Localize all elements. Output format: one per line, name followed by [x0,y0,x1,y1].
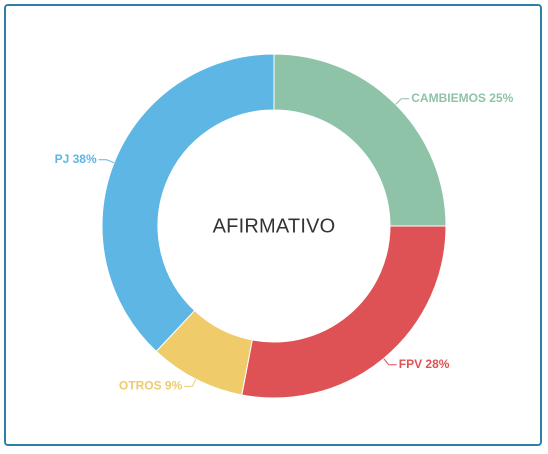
slices-layer [101,53,447,399]
slice-label-otros: OTROS 9% [119,379,183,393]
leader-line-fpv [383,358,397,366]
slice-pj[interactable] [101,53,275,353]
leader-line-cambiemos [395,98,410,105]
center-label: AFIRMATIVO [213,215,336,237]
labels-layer: CAMBIEMOS 25% FPV 28% OTROS 9% PJ 38% [55,91,514,393]
slice-label-fpv: FPV 28% [399,357,450,371]
slice-cambiemos[interactable] [273,53,447,227]
slice-fpv[interactable] [241,225,447,399]
leader-line-otros [184,379,197,387]
leader-line-pj [98,159,115,164]
slice-label-cambiemos: CAMBIEMOS 25% [411,91,513,105]
slice-label-pj: PJ 38% [55,152,97,166]
